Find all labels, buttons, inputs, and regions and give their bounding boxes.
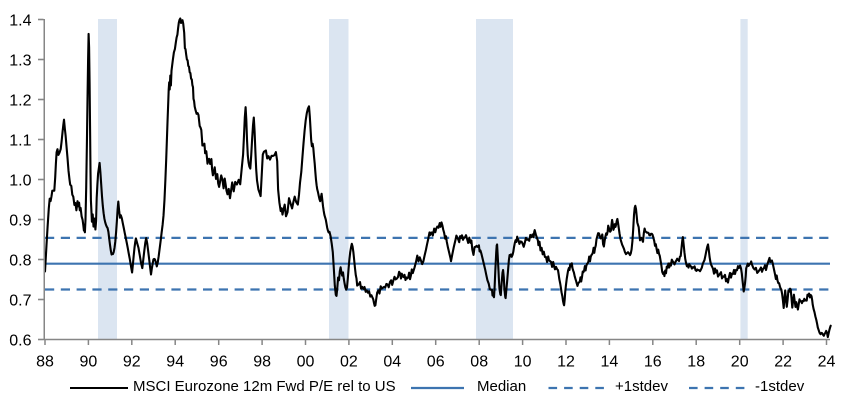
svg-text:94: 94: [166, 354, 184, 371]
svg-text:88: 88: [36, 354, 54, 371]
svg-text:12: 12: [557, 354, 575, 371]
svg-text:20: 20: [731, 354, 749, 371]
svg-text:1.2: 1.2: [9, 92, 31, 109]
svg-text:1.4: 1.4: [9, 12, 31, 29]
svg-text:0.8: 0.8: [9, 252, 31, 269]
svg-text:1.0: 1.0: [9, 172, 31, 189]
svg-text:-1stdev: -1stdev: [755, 378, 805, 395]
svg-text:1.3: 1.3: [9, 52, 31, 69]
svg-text:0.6: 0.6: [9, 332, 31, 349]
svg-text:96: 96: [210, 354, 228, 371]
svg-text:+1stdev: +1stdev: [615, 378, 668, 395]
svg-text:10: 10: [514, 354, 532, 371]
svg-text:00: 00: [297, 354, 315, 371]
svg-text:24: 24: [818, 354, 836, 371]
svg-text:Median: Median: [477, 378, 526, 395]
svg-text:08: 08: [470, 354, 488, 371]
svg-text:16: 16: [644, 354, 662, 371]
svg-text:92: 92: [123, 354, 141, 371]
svg-text:04: 04: [383, 354, 401, 371]
svg-text:1.1: 1.1: [9, 132, 31, 149]
svg-text:MSCI Eurozone 12m Fwd P/E rel: MSCI Eurozone 12m Fwd P/E rel to US: [133, 378, 396, 395]
svg-text:90: 90: [80, 354, 98, 371]
svg-text:0.9: 0.9: [9, 212, 31, 229]
svg-text:06: 06: [427, 354, 445, 371]
svg-text:02: 02: [340, 354, 358, 371]
svg-text:14: 14: [601, 354, 619, 371]
svg-text:22: 22: [774, 354, 792, 371]
svg-text:18: 18: [687, 354, 705, 371]
svg-text:0.7: 0.7: [9, 292, 31, 309]
svg-text:98: 98: [253, 354, 271, 371]
